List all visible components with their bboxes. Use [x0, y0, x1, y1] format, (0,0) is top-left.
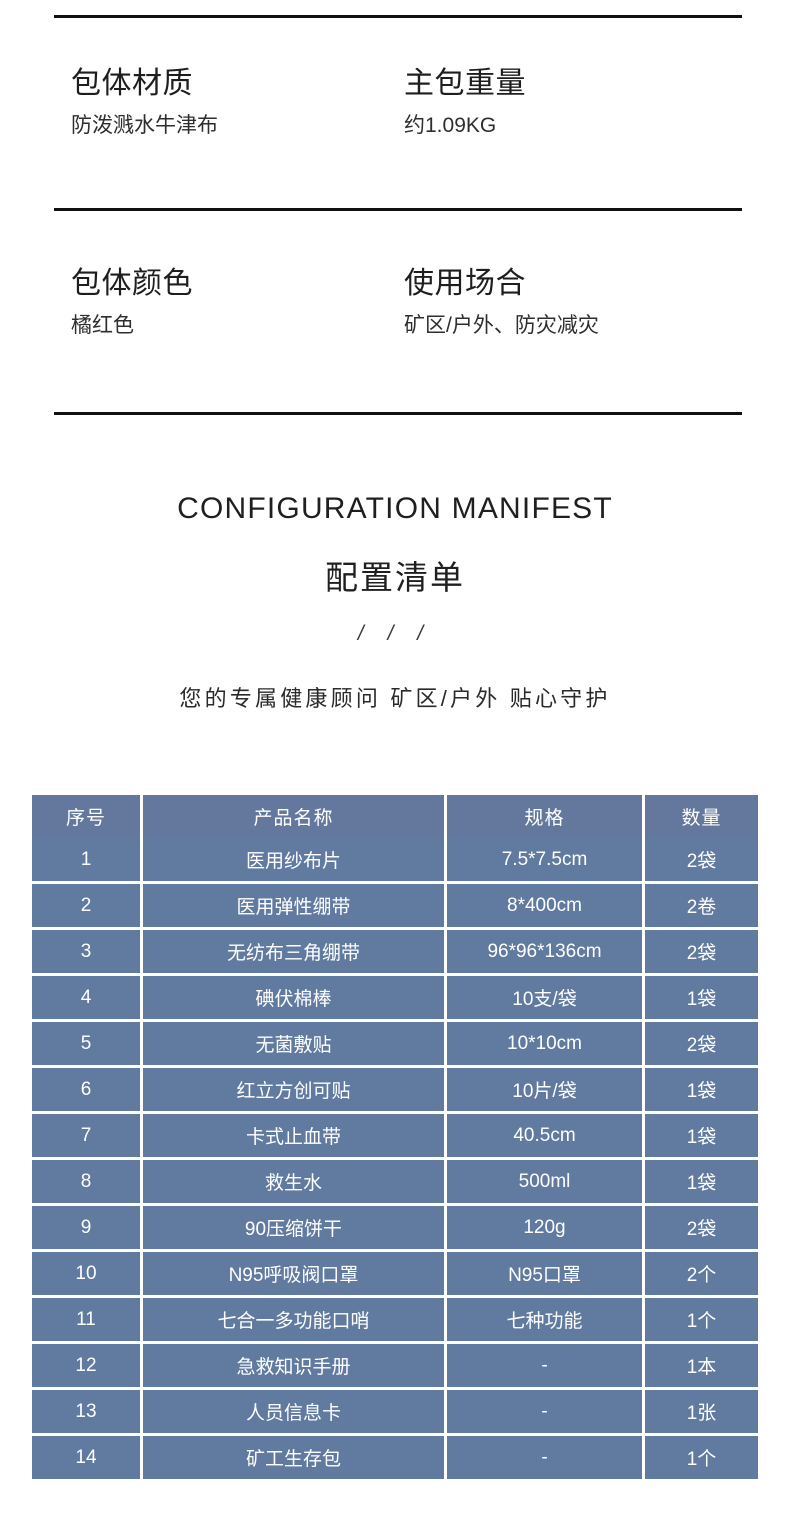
- cell-product: 无纺布三角绷带: [143, 930, 447, 976]
- cell-index: 1: [32, 838, 143, 884]
- table-row: 4 碘伏棉棒 10支/袋 1袋: [32, 976, 758, 1022]
- cell-product: 人员信息卡: [143, 1390, 447, 1436]
- cell-quantity: 1本: [645, 1344, 758, 1390]
- cell-quantity: 2袋: [645, 838, 758, 884]
- table-row: 10 N95呼吸阀口罩 N95口罩 2个: [32, 1252, 758, 1298]
- table-row: 2 医用弹性绷带 8*400cm 2卷: [32, 884, 758, 930]
- cell-quantity: 2袋: [645, 1022, 758, 1068]
- cell-index: 8: [32, 1160, 143, 1206]
- table-row: 14 矿工生存包 -1个: [32, 1436, 758, 1479]
- column-header-no: 序号: [32, 795, 143, 838]
- table-row: 6 红立方创可贴 10片/袋 1袋: [32, 1068, 758, 1114]
- column-header-qty: 数量: [645, 795, 758, 838]
- cell-index: 11: [32, 1298, 143, 1344]
- spec-title-usage: 使用场合: [404, 267, 526, 300]
- cell-quantity: 2袋: [645, 930, 758, 976]
- divider-middle: [54, 208, 742, 211]
- cell-product: 七合一多功能口哨: [143, 1298, 447, 1344]
- cell-spec: 120g: [447, 1206, 645, 1252]
- cell-spec: -: [447, 1436, 645, 1479]
- cell-index: 12: [32, 1344, 143, 1390]
- slashes-decoration-icon: / / /: [357, 622, 433, 645]
- cell-spec: 8*400cm: [447, 884, 645, 930]
- manifest-tagline: 您的专属健康顾问 矿区/户外 贴心守护: [179, 686, 611, 711]
- cell-index: 5: [32, 1022, 143, 1068]
- cell-product: 碘伏棉棒: [143, 976, 447, 1022]
- cell-index: 2: [32, 884, 143, 930]
- cell-product: 救生水: [143, 1160, 447, 1206]
- table-row: 1 医用纱布片 7.5*7.5cm 2袋: [32, 838, 758, 884]
- table-row: 7 卡式止血带 40.5cm 1袋: [32, 1114, 758, 1160]
- cell-product: 医用纱布片: [143, 838, 447, 884]
- cell-quantity: 1袋: [645, 1114, 758, 1160]
- cell-quantity: 2卷: [645, 884, 758, 930]
- cell-spec: 500ml: [447, 1160, 645, 1206]
- spec-title-material: 包体材质: [71, 67, 193, 100]
- cell-product: 无菌敷贴: [143, 1022, 447, 1068]
- divider-top: [54, 15, 742, 18]
- cell-product: 医用弹性绷带: [143, 884, 447, 930]
- cell-spec: -: [447, 1390, 645, 1436]
- spec-value-material: 防泼溅水牛津布: [71, 114, 218, 138]
- cell-product: 矿工生存包: [143, 1436, 447, 1479]
- table-row: 9 90压缩饼干 120g 2袋: [32, 1206, 758, 1252]
- cell-quantity: 1个: [645, 1436, 758, 1479]
- table-body: 1 医用纱布片 7.5*7.5cm 2袋 2 医用弹性绷带 8*400cm 2卷 3 无纺布三角绷…: [32, 838, 758, 1479]
- cell-spec: 10支/袋: [447, 976, 645, 1022]
- spec-item-weight: 主包重量 约1.09KG: [404, 66, 526, 140]
- cell-index: 3: [32, 930, 143, 976]
- cell-spec: -: [447, 1344, 645, 1390]
- table-row: 11 七合一多功能口哨 七种功能 1个: [32, 1298, 758, 1344]
- divider-bottom: [54, 412, 742, 415]
- cell-quantity: 2个: [645, 1252, 758, 1298]
- cell-product: N95呼吸阀口罩: [143, 1252, 447, 1298]
- spec-title-color: 包体颜色: [71, 267, 193, 300]
- configuration-manifest-table: 序号 产品名称 规格 数量 1 医用纱布片 7.5*7.5cm 2袋 2 医用弹性绷带 8*…: [32, 795, 758, 1479]
- cell-spec: N95口罩: [447, 1252, 645, 1298]
- table-row: 3 无纺布三角绷带 96*96*136cm 2袋: [32, 930, 758, 976]
- spec-value-usage: 矿区/户外、防灾减灾: [404, 314, 599, 338]
- cell-index: 9: [32, 1206, 143, 1252]
- table-row: 13 人员信息卡 -1张: [32, 1390, 758, 1436]
- column-header-name: 产品名称: [143, 795, 447, 838]
- cell-product: 急救知识手册: [143, 1344, 447, 1390]
- cell-index: 7: [32, 1114, 143, 1160]
- cell-spec: 40.5cm: [447, 1114, 645, 1160]
- cell-product: 90压缩饼干: [143, 1206, 447, 1252]
- cell-index: 13: [32, 1390, 143, 1436]
- cell-quantity: 1个: [645, 1298, 758, 1344]
- table-row: 5 无菌敷贴 10*10cm 2袋: [32, 1022, 758, 1068]
- cell-product: 红立方创可贴: [143, 1068, 447, 1114]
- spec-item-usage: 使用场合 矿区/户外、防灾减灾: [404, 266, 599, 340]
- spec-value-color: 橘红色: [71, 314, 134, 338]
- column-header-spec: 规格: [447, 795, 645, 838]
- cell-product: 卡式止血带: [143, 1114, 447, 1160]
- cell-index: 4: [32, 976, 143, 1022]
- cell-quantity: 1袋: [645, 1068, 758, 1114]
- cell-spec: 10*10cm: [447, 1022, 645, 1068]
- table-row: 12 急救知识手册 -1本: [32, 1344, 758, 1390]
- cell-quantity: 1张: [645, 1390, 758, 1436]
- cell-quantity: 1袋: [645, 1160, 758, 1206]
- manifest-title-english: CONFIGURATION MANIFEST: [177, 492, 613, 525]
- cell-spec: 96*96*136cm: [447, 930, 645, 976]
- spec-item-color: 包体颜色 橘红色: [71, 266, 193, 340]
- cell-quantity: 2袋: [645, 1206, 758, 1252]
- cell-index: 6: [32, 1068, 143, 1114]
- cell-spec: 七种功能: [447, 1298, 645, 1344]
- cell-spec: 7.5*7.5cm: [447, 838, 645, 884]
- table-header-row: 序号 产品名称 规格 数量: [32, 795, 758, 838]
- spec-title-weight: 主包重量: [404, 67, 526, 100]
- cell-index: 10: [32, 1252, 143, 1298]
- cell-index: 14: [32, 1436, 143, 1479]
- spec-value-weight: 约1.09KG: [404, 114, 497, 138]
- manifest-title-chinese: 配置清单: [325, 559, 465, 596]
- spec-item-material: 包体材质 防泼溅水牛津布: [71, 66, 218, 140]
- cell-quantity: 1袋: [645, 976, 758, 1022]
- cell-spec: 10片/袋: [447, 1068, 645, 1114]
- table-row: 8 救生水 500ml 1袋: [32, 1160, 758, 1206]
